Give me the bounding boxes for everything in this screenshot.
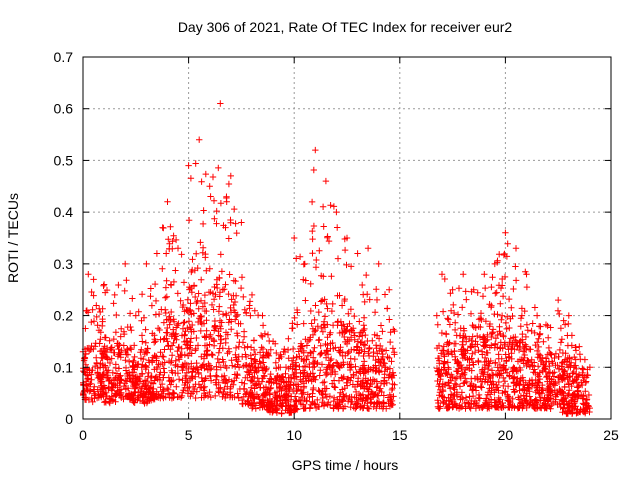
x-tick-label-1: 5 — [185, 427, 193, 443]
x-tick-label-3: 15 — [392, 427, 408, 443]
roti-point-markers — [79, 100, 594, 417]
y-tick-label-4: 0.4 — [54, 204, 74, 220]
x-axis-label: GPS time / hours — [292, 457, 399, 473]
data-points — [79, 100, 594, 417]
y-tick-label-5: 0.5 — [54, 152, 74, 168]
y-tick-label-6: 0.6 — [54, 101, 74, 117]
x-tick-label-0: 0 — [79, 427, 87, 443]
y-axis-label: ROTI / TECUs — [5, 193, 21, 283]
x-tick-label-4: 20 — [498, 427, 514, 443]
plot-frame — [82, 56, 612, 420]
y-tick-label-2: 0.2 — [54, 308, 74, 324]
chart-title: Day 306 of 2021, Rate Of TEC Index for r… — [178, 19, 513, 35]
y-tick-label-3: 0.3 — [54, 256, 74, 272]
x-tick-label-2: 10 — [286, 427, 302, 443]
y-tick-label-7: 0.7 — [54, 49, 74, 65]
y-tick-label-0: 0 — [65, 411, 73, 427]
x-tick-label-5: 25 — [603, 427, 619, 443]
y-tick-label-1: 0.1 — [54, 359, 74, 375]
